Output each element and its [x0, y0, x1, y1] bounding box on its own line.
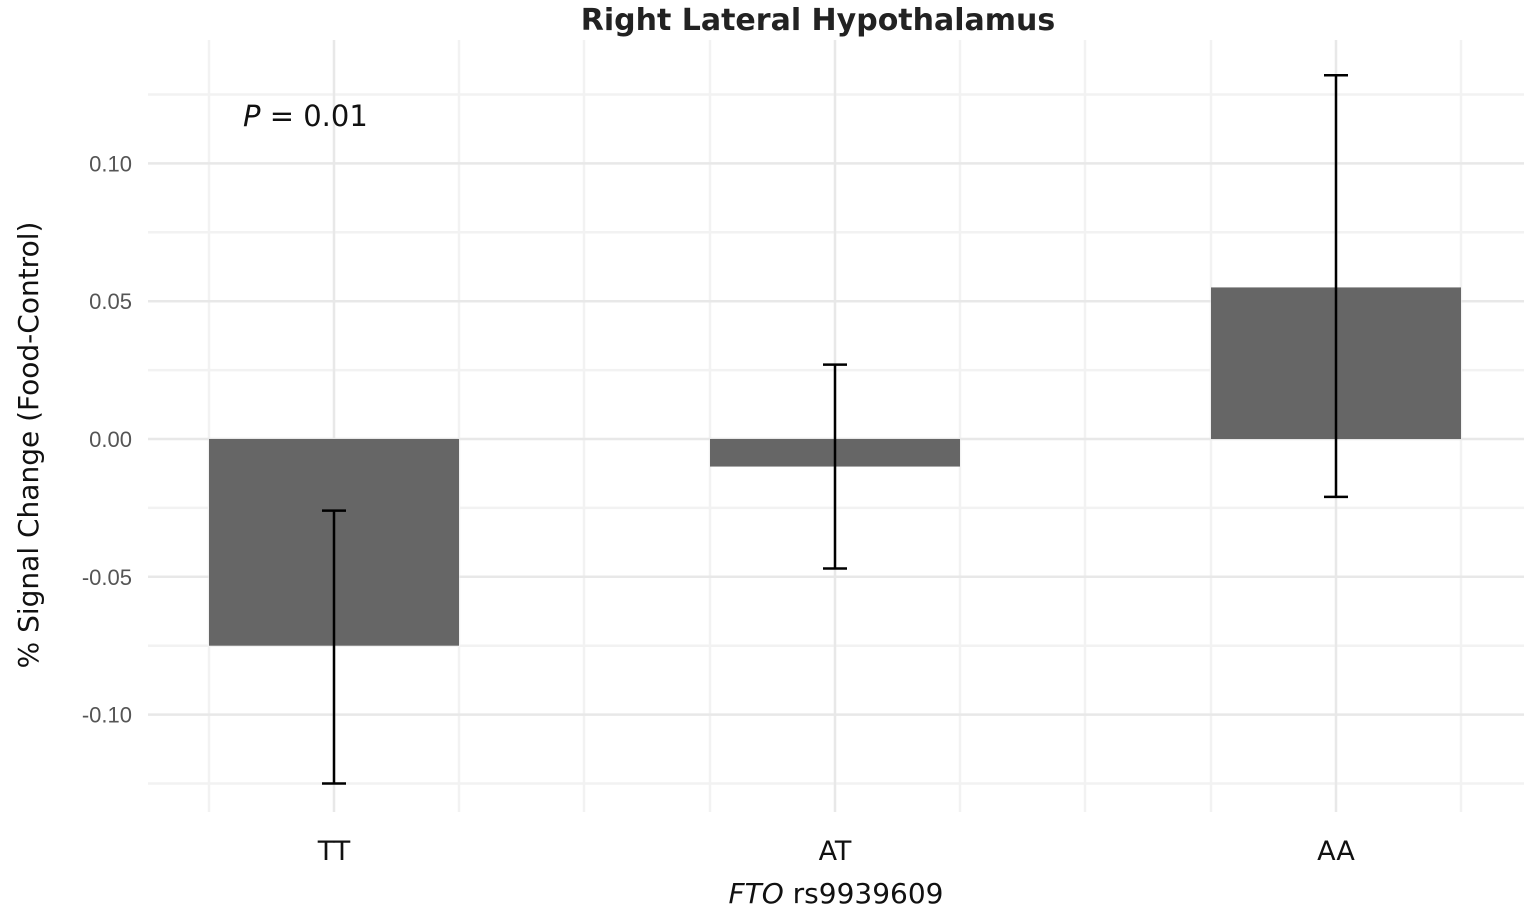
y-tick-label: 0.10: [89, 151, 132, 176]
error-bar-at: [823, 363, 847, 570]
x-tick-labels: TT AT AA: [317, 836, 1356, 867]
y-tick-label: -0.05: [82, 565, 132, 590]
x-tick-label-at: AT: [819, 836, 852, 867]
p-value-text: = 0.01: [261, 99, 368, 133]
chart-title: Right Lateral Hypothalamus: [581, 3, 1056, 38]
y-axis-label: % Signal Change (Food-Control): [12, 222, 45, 669]
y-tick-label: 0.05: [89, 289, 132, 314]
y-tick-labels: 0.10 0.05 0.00 -0.05 -0.10: [82, 151, 132, 727]
x-tick-label-tt: TT: [317, 836, 351, 867]
x-axis-label-snp: rs9939609: [784, 877, 944, 910]
error-bar-tt: [322, 509, 346, 785]
error-bar-aa: [1324, 73, 1348, 499]
p-value-annotation: P = 0.01: [243, 99, 368, 133]
p-value-symbol: P: [243, 99, 261, 133]
y-tick-label: -0.10: [82, 703, 132, 728]
y-tick-label: 0.00: [89, 427, 132, 452]
x-axis-label: FTO rs9939609: [729, 877, 944, 910]
error-bars: [322, 73, 1348, 785]
x-axis-label-gene: FTO: [729, 877, 784, 910]
x-tick-label-aa: AA: [1317, 836, 1355, 867]
